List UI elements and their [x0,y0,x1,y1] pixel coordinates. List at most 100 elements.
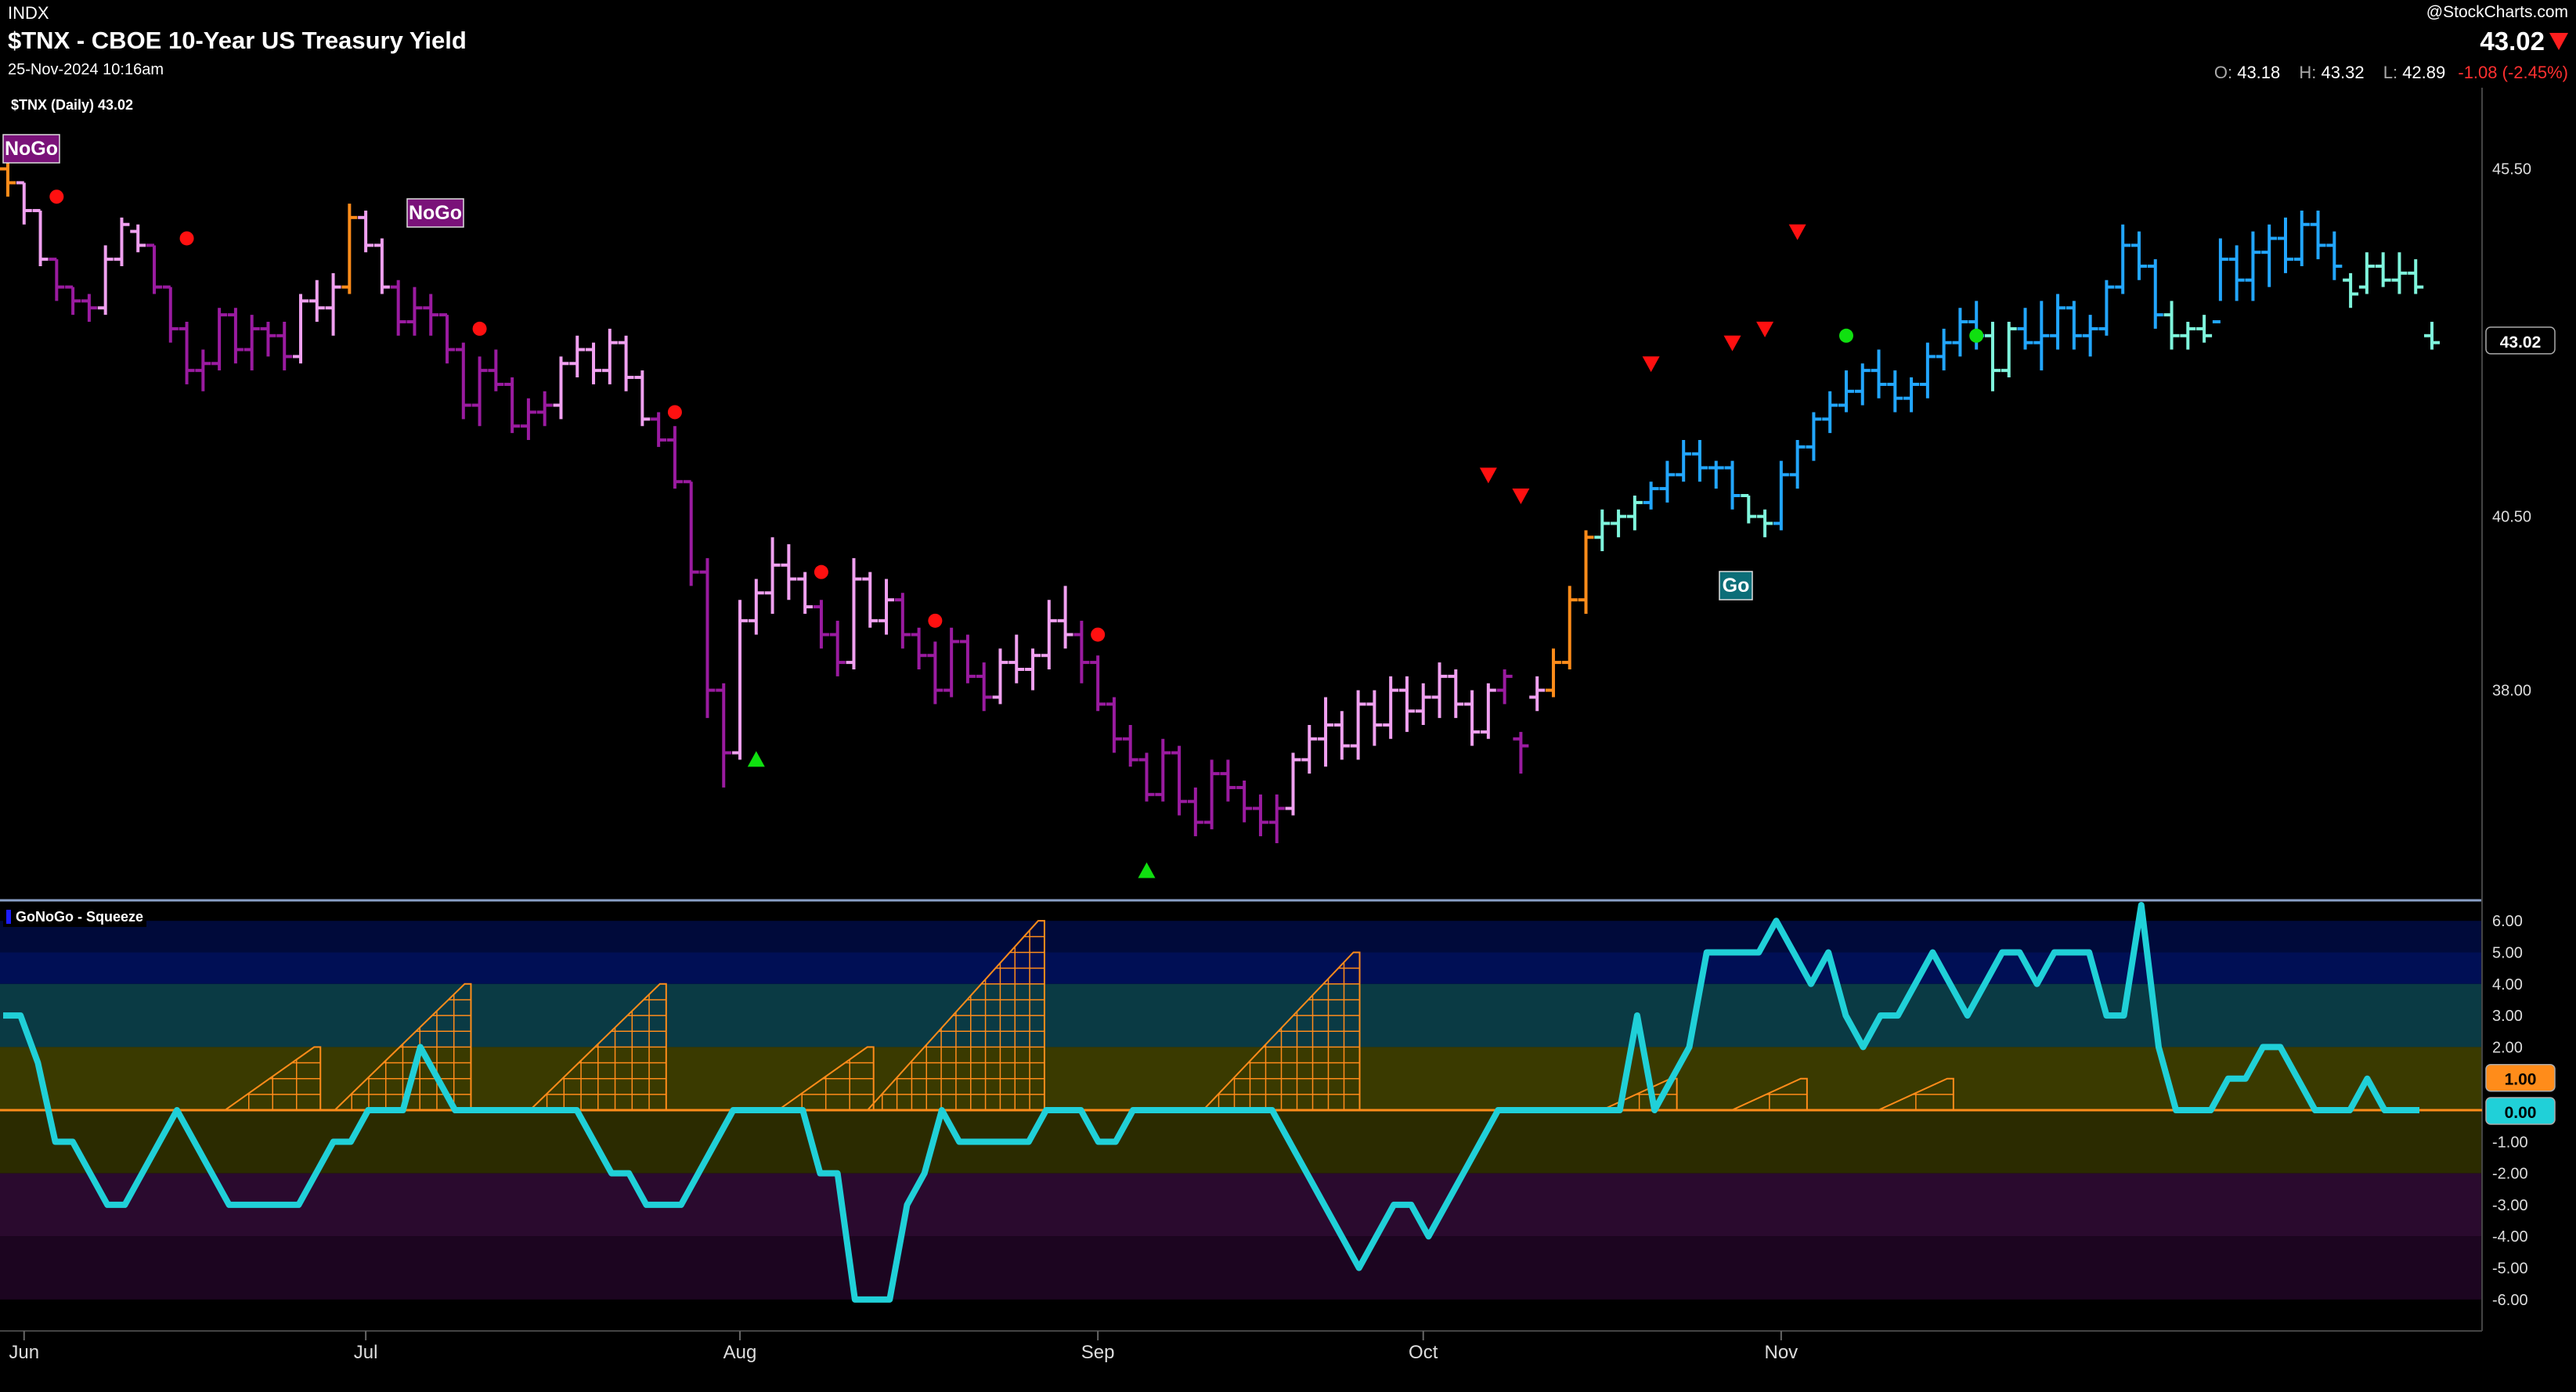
red-dot-marker [1091,627,1106,642]
price-bar [179,322,195,384]
price-bar [1984,322,2001,391]
zone-band [0,921,2482,953]
price-bar [373,238,390,294]
squeeze-peak [332,983,472,1112]
price-bar [1936,328,1952,371]
price-bar [65,285,81,316]
price-bar [2115,224,2131,294]
price-bar [2245,231,2261,301]
price-tick-label: 38.00 [2492,683,2531,700]
oscillator-series [3,902,2419,1303]
price-bar [16,181,32,225]
open-value: 43.18 [2237,63,2281,82]
price-bar [1789,439,1806,489]
red-dot-marker [179,231,194,246]
price-bar [2098,279,2115,336]
osc-tick-label: 5.00 [2492,944,2523,961]
go-label-oct: Go [1719,571,1753,600]
month-label: Aug [723,1342,757,1363]
low-label: L: [2383,63,2398,82]
price-bar [2310,210,2326,260]
price-bar [1431,662,1448,719]
price-bar [1643,481,1659,510]
price-bar [1757,509,1773,538]
squeeze-outline [528,983,667,1112]
price-bar [1236,781,1253,823]
price-bar [1398,676,1415,732]
squeeze-value-tag: 1.00 [2485,1063,2556,1092]
zone-band [0,1236,2482,1300]
last-price: 43.02 [2480,27,2545,56]
chart-header: INDX $TNX - CBOE 10-Year US Treasury Yie… [0,0,2576,88]
price-bar [553,356,569,420]
month-label: Jun [9,1342,39,1363]
price-bar [2163,301,2180,350]
price-bar [764,537,781,614]
price-bar [1252,794,1268,837]
price-bar [130,224,146,253]
price-bar [2212,238,2228,324]
signal-markers: NoGo NoGo Go [2,134,1984,878]
price-bar [1806,412,1822,461]
squeeze-value-tag-text: 1.00 [2505,1071,2537,1089]
down-arrow-icon [2549,33,2568,50]
price-bar [2147,259,2163,329]
panel-frames [0,88,2483,1332]
exchange-label: INDX [8,3,49,23]
price-bar [2033,301,2050,371]
squeeze-peak [775,1046,875,1112]
nogo-label-jul: NoGo [406,198,464,228]
price-bar [211,308,228,371]
month-label: Nov [1765,1342,1799,1363]
price-tick-label: 40.50 [2492,509,2531,526]
month-label: Jul [354,1342,378,1363]
price-bars [0,154,2440,843]
price-bar [293,294,309,364]
price-bar [520,398,536,440]
price-bar [32,208,49,266]
price-bar [1611,509,1627,538]
brand-logo[interactable]: @StockCharts.com [2426,3,2568,21]
price-bar [1090,655,1106,712]
low-value: 42.89 [2402,63,2446,82]
last-price-tag-box [2485,326,2556,355]
price-bar [146,243,163,294]
oscillator-line [3,902,2419,1303]
red-dot-marker [814,564,828,579]
price-bar [797,572,814,614]
price-bar [1106,697,1122,753]
price-bar [1480,683,1496,739]
red-triangle-marker [1642,356,1660,373]
price-bar [1187,787,1203,837]
indicator-legend: GoNoGo - Squeeze [3,907,147,927]
price-bar [2228,245,2245,301]
price-bar [1529,676,1546,712]
red-dot-marker [667,405,682,420]
price-bar [1659,460,1676,503]
squeeze-peak [1601,1077,1678,1112]
price-bar [2375,252,2391,287]
price-bar [2277,217,2293,273]
price-bar [1057,586,1073,649]
price-bar [1383,676,1399,739]
price-bar [1041,600,1057,669]
price-bar [1155,738,1171,802]
price-bar [634,370,651,427]
price-bar [894,593,911,649]
nogo-label-jun-box [2,134,60,164]
price-bar [1513,731,1529,774]
price-bar [2082,315,2098,357]
price-bar [2424,322,2440,350]
price-bar [732,600,749,760]
series-swatch-icon [6,910,11,924]
osc-tick-label: 2.00 [2492,1039,2523,1056]
change-value: -1.08 (-2.45%) [2458,63,2568,82]
price-bar [2391,252,2408,294]
price-bar [97,245,114,316]
price-bar [992,648,1008,705]
price-bar [651,412,667,447]
osc-tick-label: -4.00 [2492,1228,2528,1246]
month-label: Sep [1081,1342,1115,1363]
price-bar [1919,342,1936,398]
